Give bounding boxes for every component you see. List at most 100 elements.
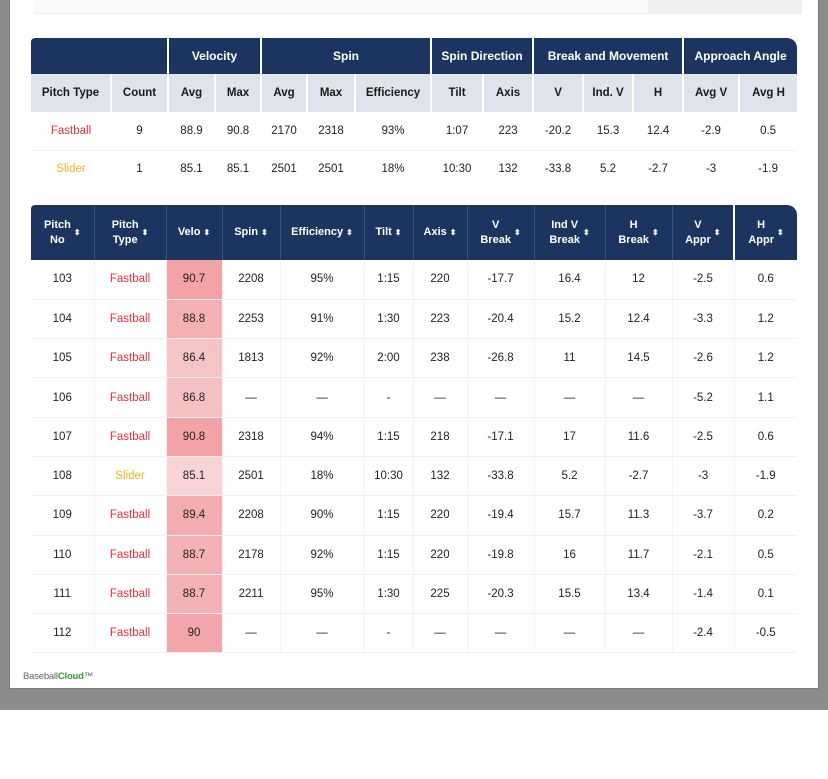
pitch-cell: 1813: [221, 338, 280, 379]
column-label-line2: Appr: [748, 233, 774, 246]
pitch-log-table: Pitch No⬍ Pitch Type⬍ Velo ⬍ Spin ⬍ Efficiency ⬍ T…: [31, 205, 797, 654]
pitch-row: 107 Fastball 90.8 2318 94% 1:15 218 -17.1 17 11.6…: [31, 417, 797, 457]
sort-arrows-icon[interactable]: ⬍: [394, 227, 402, 237]
column-label-line2: Type: [112, 233, 138, 246]
pitch-cell: 1:30: [363, 574, 413, 615]
summary-cell: -3: [705, 163, 717, 176]
column-label-line1: H: [629, 218, 638, 231]
sort-arrows-icon[interactable]: ⬍: [582, 228, 590, 237]
pitch-cell: -: [363, 613, 413, 654]
pitch-cell: -5.2: [671, 377, 734, 418]
summary-group-header: Velocity: [166, 38, 262, 74]
pitch-cell: 5.2: [533, 456, 605, 497]
summary-cell: 223: [483, 112, 534, 151]
column-label-line1: Velo: [177, 225, 201, 238]
pitch-cell: 2208: [221, 495, 280, 536]
summary-cell: 1: [136, 163, 143, 176]
pitch-column-header[interactable]: Pitch Type⬍: [93, 205, 166, 260]
velo-cell: 88.8: [165, 299, 222, 340]
summary-column-header: H: [632, 74, 684, 112]
pitch-column-header[interactable]: Spin ⬍: [221, 205, 280, 260]
pitch-cell: -0.5: [733, 613, 797, 654]
pitch-cell: 1.2: [733, 299, 797, 340]
pitch-cell: 13.4: [604, 574, 672, 615]
summary-cell: 10:30: [442, 163, 472, 176]
pitch-row: 103 Fastball 90.7 2208 95% 1:15 220 -17.7 16.4 12…: [31, 260, 797, 300]
column-label-line1: Efficiency: [291, 225, 344, 238]
pitch-row: 112 Fastball 90— — - — — — — -2.4 -0.5: [31, 613, 797, 654]
pitch-column-header[interactable]: H Appr⬍: [733, 205, 797, 260]
pitch-type-label: Fastball: [93, 574, 166, 615]
sort-arrows-icon[interactable]: ⬍: [141, 228, 149, 237]
pitch-column-header[interactable]: V Appr⬍: [671, 205, 734, 260]
summary-column-header: Max: [306, 74, 356, 112]
pitch-cell: -17.1: [466, 417, 534, 457]
pitch-column-header[interactable]: H Break⬍: [604, 205, 672, 260]
pitch-cell: —: [604, 613, 672, 654]
sort-arrows-icon[interactable]: ⬍: [449, 227, 457, 237]
pitch-column-header[interactable]: V Break⬍: [466, 205, 534, 260]
pitch-cell: 0.1: [733, 574, 797, 615]
sort-arrows-icon[interactable]: ⬍: [73, 228, 81, 237]
pitch-cell: 106: [31, 377, 94, 418]
pitch-cell: -26.8: [466, 338, 534, 379]
sort-arrows-icon[interactable]: ⬍: [513, 228, 521, 237]
column-label: Efficiency: [291, 225, 343, 240]
pitch-cell: 223: [412, 299, 467, 340]
velo-cell: 88.7: [165, 574, 222, 615]
summary-cell: 88.9: [168, 112, 215, 151]
pitch-column-header[interactable]: Pitch No ⬍: [31, 205, 94, 260]
pitch-cell: 16.4: [533, 260, 605, 300]
pitch-column-header[interactable]: Axis ⬍: [412, 205, 467, 260]
previous-section-edge: [34, 0, 802, 14]
pitch-column-header[interactable]: Tilt ⬍: [363, 205, 413, 260]
pitch-row: 108 Slider 85.1 2501 18% 10:30 132 -33.8 5.2 -2.7…: [31, 456, 797, 497]
pitch-type-label: Fastball: [93, 613, 166, 654]
summary-column-header: Count: [110, 74, 168, 112]
pitch-cell: -2.1: [671, 535, 734, 575]
pitch-cell: 0.6: [733, 260, 797, 300]
pitch-cell: 220: [412, 495, 467, 536]
pitch-cell: 95%: [279, 260, 364, 300]
summary-cell: 5.2: [600, 163, 617, 176]
pitch-cell: 1:15: [363, 417, 413, 457]
sort-arrows-icon[interactable]: ⬍: [261, 227, 268, 237]
column-label-line2: No: [50, 233, 65, 246]
pitch-cell: 2178: [221, 535, 280, 575]
sort-arrows-icon[interactable]: ⬍: [203, 227, 211, 237]
brand-part-2: Cloud: [57, 671, 84, 682]
pitch-row: 111 Fastball 88.7 2211 95% 1:30 225 -20.3 15.5 13…: [31, 574, 797, 615]
pitch-cell: —: [279, 377, 364, 418]
sort-arrows-icon[interactable]: ⬍: [776, 228, 784, 237]
sort-arrows-icon[interactable]: ⬍: [651, 228, 659, 237]
pitch-cell: 220: [412, 260, 467, 300]
pitch-cell: -3: [671, 456, 734, 497]
column-label-line2: Break: [480, 233, 511, 246]
summary-column-header: Pitch Type: [31, 74, 111, 112]
pitch-type-label: Slider: [93, 456, 166, 497]
pitch-column-header[interactable]: Ind V Break⬍: [533, 205, 605, 260]
summary-group-header: Spin: [260, 38, 432, 74]
pitch-type-label: Fastball: [93, 260, 166, 300]
pitch-cell: -33.8: [466, 456, 534, 497]
pitch-cell: 2253: [221, 299, 280, 340]
pitch-cell: —: [221, 613, 280, 654]
pitch-cell: -19.8: [466, 535, 534, 575]
summary-cell: -2.9: [683, 112, 740, 151]
summary-column-header: Avg H: [738, 74, 798, 112]
pitch-type-label: Fastball: [93, 417, 166, 457]
summary-column-header: Axis: [482, 74, 534, 112]
summary-column-header: V: [532, 74, 584, 112]
summary-group-header: Spin Direction: [430, 38, 534, 74]
pitch-cell: -2.4: [671, 613, 734, 654]
sort-arrows-icon[interactable]: ⬍: [713, 228, 721, 237]
pitch-column-header[interactable]: Efficiency ⬍: [279, 205, 364, 260]
pitch-cell: 111: [31, 574, 94, 615]
sort-arrows-icon[interactable]: ⬍: [346, 227, 353, 237]
summary-column-header: Efficiency: [354, 74, 432, 112]
baseballcloud-logo: BaseballCloud™: [23, 671, 93, 682]
pitch-column-header[interactable]: Velo ⬍: [165, 205, 222, 260]
summary-cell: -2.7: [648, 163, 668, 176]
summary-cell: 2501: [271, 163, 297, 176]
summary-cell: 18%: [381, 163, 405, 176]
